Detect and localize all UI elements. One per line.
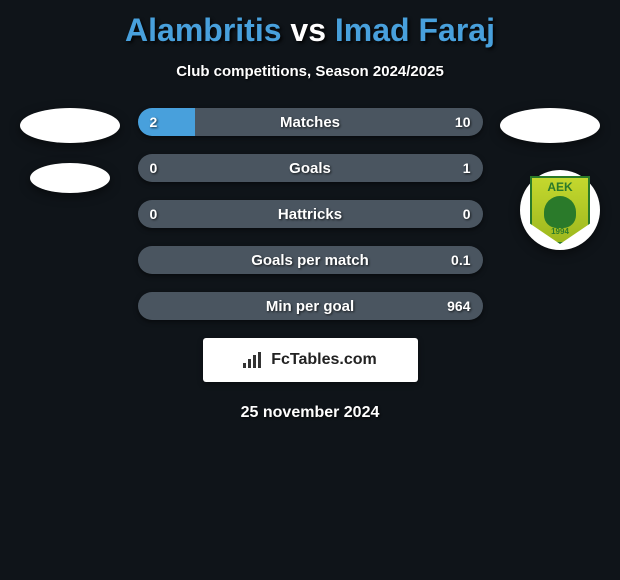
aek-logo: AEK 1994 bbox=[530, 176, 590, 244]
player2-name: Imad Faraj bbox=[335, 12, 495, 48]
aek-logo-year: 1994 bbox=[530, 227, 590, 236]
stat-bar: Goals per match0.1 bbox=[138, 246, 483, 274]
stat-value-left: 0 bbox=[150, 200, 158, 228]
stat-value-left: 0 bbox=[150, 154, 158, 182]
aek-logo-text: AEK bbox=[530, 180, 590, 194]
brand-badge: FcTables.com bbox=[203, 338, 418, 382]
player1-avatar-placeholder bbox=[20, 108, 120, 143]
stat-bar: Matches2 10 bbox=[138, 108, 483, 136]
stat-bar: Hattricks0 0 bbox=[138, 200, 483, 228]
player1-name: Alambritis bbox=[125, 12, 281, 48]
bar-chart-icon bbox=[243, 352, 265, 368]
player1-club-placeholder bbox=[30, 163, 110, 193]
stat-label: Goals per match bbox=[138, 246, 483, 274]
subtitle: Club competitions, Season 2024/2025 bbox=[0, 63, 620, 80]
stat-value-right: 0.1 bbox=[451, 246, 470, 274]
footer-date: 25 november 2024 bbox=[0, 404, 620, 422]
brand-text: FcTables.com bbox=[271, 351, 377, 369]
stat-value-left: 2 bbox=[150, 108, 158, 136]
stat-value-right: 1 bbox=[463, 154, 471, 182]
stat-label: Min per goal bbox=[138, 292, 483, 320]
stat-value-right: 964 bbox=[447, 292, 470, 320]
aek-logo-head bbox=[544, 196, 576, 228]
vs-text: vs bbox=[290, 12, 326, 48]
comparison-title: Alambritis vs Imad Faraj bbox=[0, 0, 620, 49]
stat-label: Goals bbox=[138, 154, 483, 182]
player2-club-logo: AEK 1994 bbox=[520, 170, 600, 250]
stat-bars: Matches210Goals01Hattricks00Goals per ma… bbox=[138, 108, 483, 320]
stat-label: Matches bbox=[138, 108, 483, 136]
stat-label: Hattricks bbox=[138, 200, 483, 228]
stat-value-right: 10 bbox=[455, 108, 471, 136]
player2-avatar-placeholder bbox=[500, 108, 600, 143]
comparison-content: AEK 1994 Matches210Goals01Hattricks00Goa… bbox=[0, 108, 620, 320]
stat-bar: Min per goal964 bbox=[138, 292, 483, 320]
stat-bar: Goals0 1 bbox=[138, 154, 483, 182]
stat-value-right: 0 bbox=[463, 200, 471, 228]
